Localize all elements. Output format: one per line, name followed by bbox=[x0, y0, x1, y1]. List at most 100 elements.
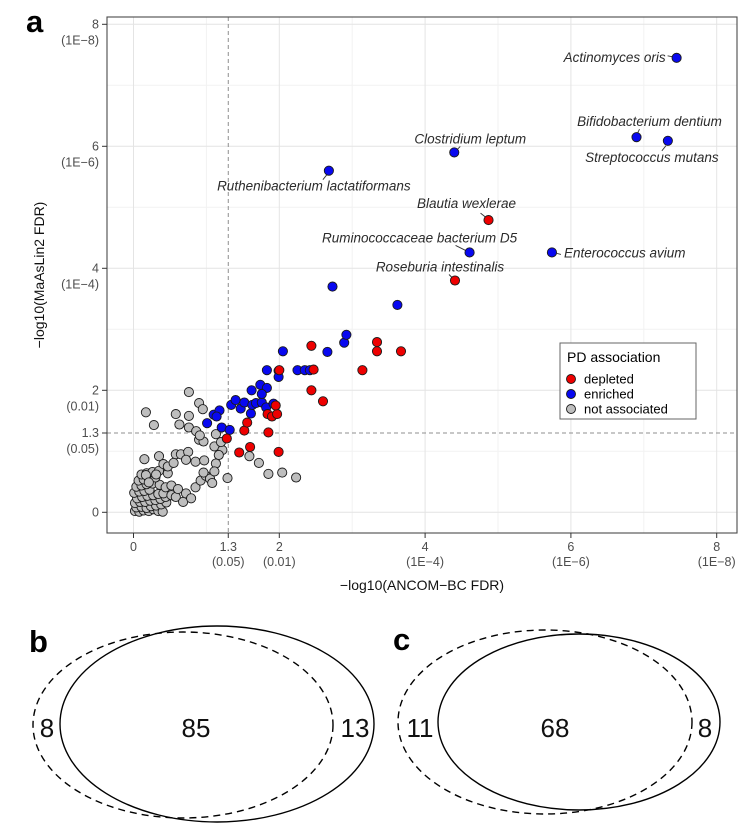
species-label: Bifidobacterium dentium bbox=[577, 114, 722, 129]
scatter-point-labeled bbox=[323, 165, 334, 176]
scatter-point-enriched bbox=[211, 411, 222, 422]
y-axis-title: −log10(MaAsLin2 FDR) bbox=[31, 202, 47, 349]
scatter-point-depleted bbox=[306, 385, 317, 396]
scatter-point-enriched bbox=[341, 329, 352, 340]
scatter-point-labeled bbox=[449, 275, 461, 286]
scatter-point-not_associated bbox=[199, 455, 210, 466]
scatter-point-enriched bbox=[277, 346, 288, 357]
panel-border bbox=[106, 16, 738, 534]
scatter-point-not_associated bbox=[253, 457, 264, 468]
y-tick-label: 0 bbox=[92, 505, 99, 519]
venn-c-right-count: 8 bbox=[698, 713, 712, 743]
panel-b-label: b bbox=[29, 624, 48, 659]
x-tick-sublabel: (0.01) bbox=[263, 555, 296, 569]
venn-c-center-count: 68 bbox=[541, 713, 570, 743]
scatter-point-not_associated bbox=[172, 484, 184, 495]
scatter-point-not_associated bbox=[148, 420, 159, 431]
x-tick-label: 8 bbox=[713, 540, 720, 554]
species-label: Streptococcus mutans bbox=[585, 150, 719, 165]
scatter-point-depleted bbox=[357, 365, 368, 376]
species-label: Roseburia intestinalis bbox=[376, 260, 505, 275]
scatter-point-not_associated bbox=[151, 469, 162, 480]
scatter-point-labeled bbox=[631, 132, 642, 143]
scatter-point-depleted bbox=[242, 417, 253, 428]
label-leader-line bbox=[480, 212, 486, 218]
scatter-point-not_associated bbox=[194, 430, 205, 441]
legend-item-label: enriched bbox=[584, 387, 634, 402]
scatter-point-depleted bbox=[371, 337, 383, 348]
venn-diagram-b: 8 85 13 bbox=[32, 625, 375, 823]
scatter-point-depleted bbox=[263, 427, 274, 438]
scatter-point-not_associated bbox=[190, 482, 201, 493]
y-tick-sublabel: (1E−4) bbox=[61, 277, 99, 291]
legend-box bbox=[559, 342, 697, 420]
scatter-point-not_associated bbox=[210, 429, 221, 440]
venn-b-solid-ellipse bbox=[59, 625, 375, 823]
y-tick-label: 1.3 bbox=[82, 426, 99, 440]
scatter-point-enriched bbox=[202, 418, 213, 429]
x-tick-sublabel: (0.05) bbox=[212, 555, 245, 569]
scatter-point-not_associated bbox=[183, 387, 194, 398]
scatter-point-not_associated bbox=[291, 472, 302, 483]
x-tick-label: 6 bbox=[567, 540, 574, 554]
scatter-point-not_associated bbox=[263, 468, 274, 479]
scatter-point-depleted bbox=[306, 340, 317, 351]
y-tick-label: 6 bbox=[92, 139, 99, 153]
scatter-point-not_associated bbox=[197, 404, 208, 415]
scatter-point-enriched bbox=[392, 299, 403, 310]
scatter-point-not_associated bbox=[180, 454, 192, 465]
x-tick-sublabel: (1E−8) bbox=[698, 555, 736, 569]
scatter-point-labeled bbox=[546, 247, 557, 258]
legend-swatch-not-associated bbox=[566, 404, 576, 414]
scatter-point-not_associated bbox=[207, 477, 218, 489]
scatter-point-not_associated bbox=[209, 466, 220, 477]
scatter-point-depleted bbox=[317, 396, 329, 407]
scatter-point-depleted bbox=[270, 400, 281, 411]
scatter-point-not_associated bbox=[244, 451, 255, 462]
scatter-point-labeled bbox=[464, 247, 475, 258]
scatter-point-enriched bbox=[245, 408, 256, 419]
x-tick-sublabel: (1E−6) bbox=[552, 555, 590, 569]
scatter-point-not_associated bbox=[170, 409, 181, 420]
y-tick-sublabel: (1E−6) bbox=[61, 155, 99, 169]
species-label: Enterococcus avium bbox=[564, 245, 686, 260]
label-leader-line bbox=[556, 253, 562, 255]
y-tick-label: 2 bbox=[92, 383, 99, 397]
venn-b-dashed-ellipse bbox=[32, 631, 334, 819]
scatter-point-enriched bbox=[322, 346, 333, 357]
scatter-point-not_associated bbox=[190, 456, 201, 467]
species-label: Blautia wexlerae bbox=[417, 196, 516, 211]
venn-c-dashed-ellipse bbox=[397, 629, 693, 815]
scatter-point-not_associated bbox=[277, 467, 288, 478]
y-tick-sublabel: (0.05) bbox=[66, 442, 99, 456]
scatter-point-depleted bbox=[272, 409, 283, 420]
scatter-point-not_associated bbox=[174, 419, 185, 430]
scatter-point-labeled bbox=[662, 135, 673, 146]
scatter-point-depleted bbox=[395, 346, 407, 357]
scatter-plot: Actinomyces oris Bifidobacterium dentium S… bbox=[31, 16, 738, 593]
scatter-point-enriched bbox=[224, 424, 235, 435]
scatter-point-depleted bbox=[234, 447, 245, 458]
scatter-point-enriched bbox=[327, 281, 338, 292]
legend-title: PD association bbox=[567, 349, 660, 365]
scatter-point-enriched bbox=[246, 385, 257, 396]
venn-b-right-count: 13 bbox=[341, 713, 370, 743]
species-label: Ruthenibacterium lactatiformans bbox=[217, 179, 411, 194]
scatter-point-enriched bbox=[230, 395, 241, 406]
scatter-point-depleted bbox=[273, 446, 284, 457]
y-tick-sublabel: (1E−8) bbox=[61, 33, 99, 47]
scatter-point-not_associated bbox=[168, 457, 179, 468]
scatter-point-enriched bbox=[256, 388, 267, 400]
scatter-point-labeled bbox=[671, 52, 682, 63]
scatter-point-depleted bbox=[308, 364, 319, 375]
venn-b-left-count: 8 bbox=[40, 713, 54, 743]
scatter-point-not_associated bbox=[183, 410, 194, 421]
scatter-point-depleted bbox=[371, 346, 383, 357]
scatter-point-depleted bbox=[221, 433, 232, 444]
species-label: Actinomyces oris bbox=[563, 50, 666, 65]
scatter-point-not_associated bbox=[186, 493, 197, 504]
scatter-point-not_associated bbox=[139, 454, 150, 465]
scatter-point-depleted bbox=[245, 441, 256, 453]
legend-item-label: not associated bbox=[584, 402, 668, 417]
